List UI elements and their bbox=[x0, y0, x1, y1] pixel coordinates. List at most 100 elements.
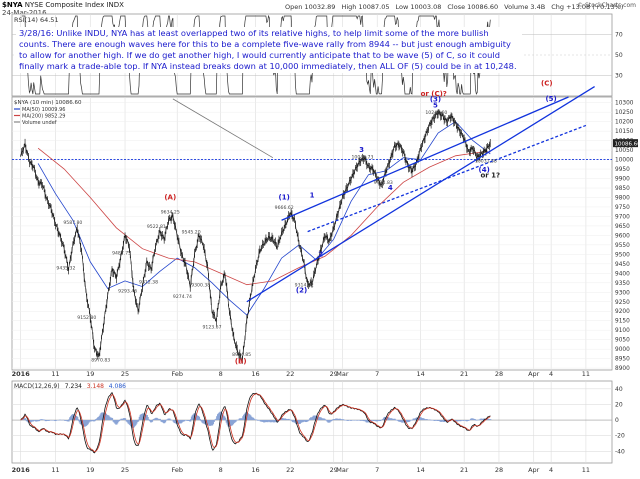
price-value-label: 9666.62 bbox=[275, 205, 294, 211]
macd-x-tick-label: 8 bbox=[219, 466, 223, 474]
price-x-tick-label: 14 bbox=[417, 370, 425, 378]
symbol: $NYA bbox=[2, 1, 23, 9]
price-x-tick-label: 7 bbox=[375, 370, 379, 378]
price-y-tick-label: 10300 bbox=[615, 101, 634, 107]
macd-y-tick-label: 40 bbox=[615, 386, 623, 393]
wave-label: (2) bbox=[296, 286, 307, 294]
price-y-tick-label: 10050 bbox=[615, 148, 634, 154]
macd-signal-line bbox=[20, 393, 491, 453]
price-value-label: 9634.25 bbox=[161, 210, 180, 216]
macd-x-tick-label: 22 bbox=[286, 466, 294, 474]
price-value-label: 9522.81 bbox=[147, 224, 166, 230]
price-y-tick-label: 9550 bbox=[615, 243, 630, 249]
rsi-y-tick-label: 50 bbox=[615, 52, 623, 59]
price-x-tick-label: Feb bbox=[171, 370, 183, 378]
wave-label: (3) bbox=[430, 96, 441, 104]
macd-x-tick-label: 21 bbox=[460, 466, 468, 474]
wave-label: 1 bbox=[310, 191, 315, 199]
rsi-line bbox=[21, 14, 491, 95]
price-value-label: 9435.32 bbox=[56, 266, 75, 272]
analysis-note: 3/28/16: Unlike INDU, NYA has at least o… bbox=[16, 27, 522, 73]
macd-y-tick-label: -40 bbox=[615, 448, 625, 455]
wave-label: 3 bbox=[359, 146, 364, 154]
macd-x-tick-label: Mar bbox=[336, 466, 349, 474]
price-y-tick-label: 8900 bbox=[615, 366, 630, 372]
macd-legend-item: MACD(12,26,9) bbox=[14, 383, 60, 390]
price-x-tick-label: 22 bbox=[286, 370, 294, 378]
price-value-label: 9314.22 bbox=[295, 283, 314, 289]
macd-legend-item: 4.086 bbox=[109, 383, 126, 390]
rsi-y-tick-label: 70 bbox=[615, 32, 623, 39]
exchange: INDX bbox=[106, 1, 124, 9]
price-y-tick-label: 10150 bbox=[615, 129, 634, 135]
price-y-tick-label: 9300 bbox=[615, 290, 630, 296]
macd-x-tick-label: 11 bbox=[51, 466, 59, 474]
price-y-tick-label: 9150 bbox=[615, 319, 630, 325]
price-value-label: 9293.46 bbox=[118, 288, 137, 294]
price-y-tick-label: 9050 bbox=[615, 338, 630, 344]
price-legend-entry: MA(200) 9852.29 bbox=[22, 114, 65, 120]
price-x-tick-label: 21 bbox=[460, 370, 468, 378]
price-value-label: 9487.75 bbox=[112, 250, 131, 256]
ohlc-item: Low 10003.08 bbox=[395, 3, 442, 11]
macd-y-tick-label: -20 bbox=[615, 433, 625, 440]
macd-x-tick-label: 7 bbox=[375, 466, 379, 474]
price-y-tick-label: 8950 bbox=[615, 357, 630, 363]
price-legend-entry: MA(50) 10009.96 bbox=[22, 107, 65, 113]
chart-title: $NYA NYSE Composite Index INDX bbox=[2, 1, 124, 9]
macd-x-tick-label: Feb bbox=[171, 466, 183, 474]
price-legend-title: $NYA (10 min) 10086.60 bbox=[14, 100, 82, 106]
macd-x-tick-label: 11 bbox=[582, 466, 590, 474]
wave-label: (5) bbox=[545, 95, 556, 103]
macd-x-tick-label: 28 bbox=[495, 466, 503, 474]
price-x-tick-label: 8 bbox=[219, 370, 223, 378]
price-value-label: 9274.74 bbox=[173, 294, 192, 300]
wave-label: 5 bbox=[433, 101, 438, 109]
price-y-tick-label: 10250 bbox=[615, 110, 634, 116]
price-value-label: 9152.80 bbox=[77, 315, 96, 321]
wave-label: 2 bbox=[318, 250, 323, 258]
macd-x-tick-label: 25 bbox=[121, 466, 129, 474]
price-value-label: 10044.73 bbox=[351, 155, 373, 161]
macd-legend-item: 3.148 bbox=[87, 383, 104, 390]
macd-legend-item: 7.234 bbox=[65, 383, 82, 390]
price-y-tick-label: 10200 bbox=[615, 120, 634, 126]
macd-y-tick-label: 0 bbox=[615, 417, 619, 424]
channel-line-lower bbox=[246, 86, 595, 303]
last-price-text: 10086.60 bbox=[615, 141, 640, 147]
price-x-tick-label: 28 bbox=[495, 370, 503, 378]
last-price-tag bbox=[613, 139, 638, 148]
price-legend-entry: Volume undef bbox=[22, 120, 57, 126]
price-y-tick-label: 9200 bbox=[615, 309, 630, 315]
macd-x-tick-label: 4 bbox=[549, 466, 553, 474]
price-y-tick-label: 9750 bbox=[615, 205, 630, 211]
price-value-label: 9300.38 bbox=[191, 283, 210, 289]
macd-x-tick-label: 16 bbox=[251, 466, 259, 474]
price-value-label: 8944.85 bbox=[232, 352, 251, 358]
macd-x-tick-label: 2016 bbox=[12, 466, 31, 474]
price-x-tick-label: 19 bbox=[86, 370, 94, 378]
index-name: NYSE Composite Index bbox=[24, 1, 105, 9]
price-y-tick-label: 9700 bbox=[615, 214, 630, 220]
price-y-tick-label: 9400 bbox=[615, 271, 630, 277]
wave-label: (B) bbox=[235, 357, 247, 365]
macd-x-tick-label: 19 bbox=[86, 466, 94, 474]
wave-label: (4) bbox=[479, 166, 490, 174]
ohlc-item: High 10087.05 bbox=[341, 3, 390, 11]
wave-label: (C) bbox=[541, 80, 553, 88]
price-x-tick-label: 2016 bbox=[12, 370, 31, 378]
ohlc-readout: Open 10032.89 High 10087.05 Low 10003.08 Cl… bbox=[285, 3, 629, 11]
macd-x-tick-label: 14 bbox=[417, 466, 425, 474]
price-value-label: 9312.38 bbox=[139, 280, 158, 286]
credit: © StockCharts.com bbox=[577, 2, 636, 9]
ma-line bbox=[37, 147, 491, 286]
wave-label: or 1? bbox=[480, 172, 500, 180]
price-x-tick-label: 29 bbox=[330, 370, 338, 378]
chart-date: 24-Mar-2016 bbox=[2, 9, 47, 17]
macd-x-tick-label: Apr bbox=[528, 466, 540, 474]
price-value-label: 9924.83 bbox=[374, 180, 393, 186]
ohlc-item: Close 10086.60 bbox=[447, 3, 499, 11]
price-value-label: 9545.20 bbox=[182, 230, 201, 236]
rsi-y-tick-label: 30 bbox=[615, 73, 623, 80]
macd-y-tick-label: 20 bbox=[615, 401, 623, 408]
